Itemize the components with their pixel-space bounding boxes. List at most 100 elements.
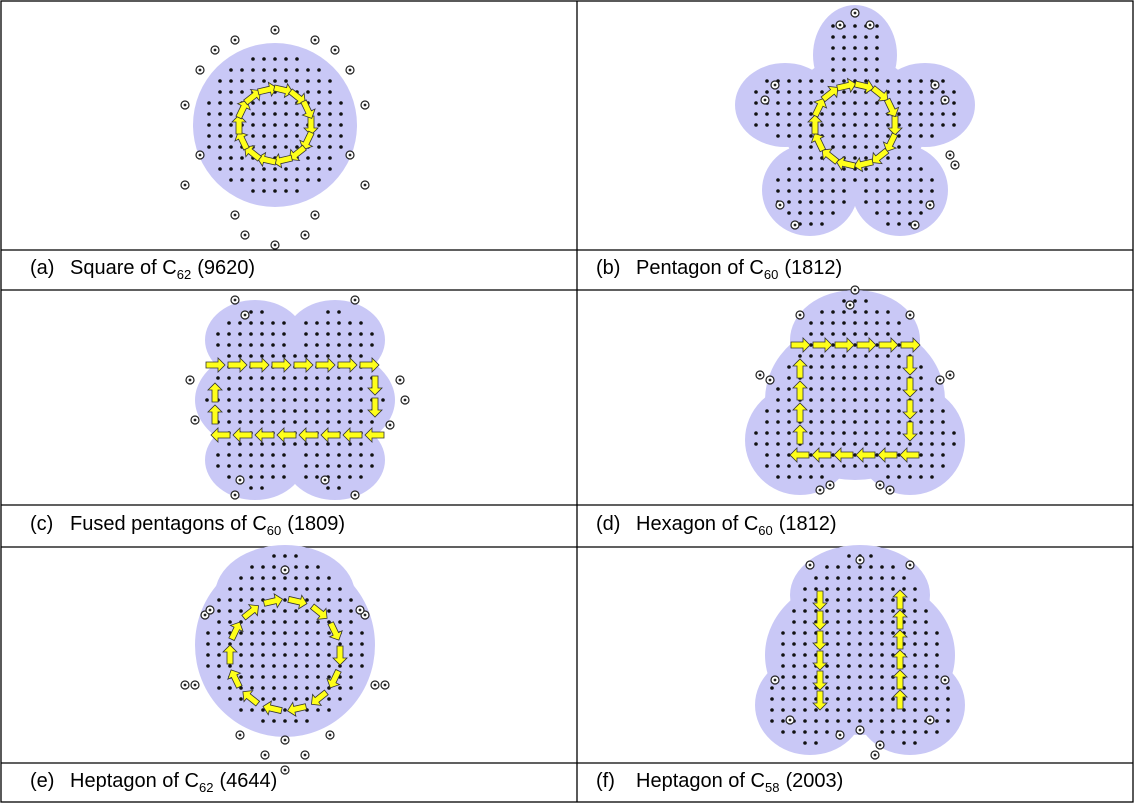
grid-dot — [282, 464, 286, 468]
caption-label: (c) — [30, 513, 70, 536]
grid-dot — [908, 189, 912, 193]
grid-dot — [261, 631, 265, 635]
grid-dot — [930, 464, 934, 468]
grid-dot — [897, 167, 901, 171]
grid-dot — [229, 79, 233, 83]
grid-dot — [370, 464, 374, 468]
grid-dot — [271, 343, 275, 347]
grid-dot — [825, 708, 829, 712]
grid-dot — [847, 587, 851, 591]
grid-dot — [908, 123, 912, 127]
grid-dot — [803, 741, 807, 745]
grid-dot — [207, 123, 211, 127]
grid-dot — [880, 631, 884, 635]
grid-dot — [295, 112, 299, 116]
grid-dot — [787, 79, 791, 83]
grid-dot — [206, 642, 210, 646]
grid-dot — [842, 57, 846, 61]
grid-dot — [792, 631, 796, 635]
grid-dot — [803, 631, 807, 635]
grid-dot — [891, 631, 895, 635]
atom-center — [764, 99, 767, 102]
grid-dot — [359, 321, 363, 325]
atom-center — [364, 184, 367, 187]
grid-dot — [869, 708, 873, 712]
grid-dot — [282, 398, 286, 402]
orbital-illustration — [181, 26, 369, 249]
grid-dot — [935, 664, 939, 668]
grid-dot — [891, 609, 895, 613]
grid-dot — [836, 576, 840, 580]
grid-dot — [260, 332, 264, 336]
atom-center — [829, 484, 832, 487]
grid-dot — [327, 631, 331, 635]
grid-dot — [239, 675, 243, 679]
grid-dot — [853, 376, 857, 380]
grid-dot — [260, 420, 264, 424]
atom-center — [794, 224, 797, 227]
grid-dot — [294, 609, 298, 613]
grid-dot — [886, 211, 890, 215]
grid-dot — [853, 101, 857, 105]
grid-dot — [935, 686, 939, 690]
grid-dot — [293, 354, 297, 358]
grid-dot — [919, 167, 923, 171]
grid-dot — [787, 112, 791, 116]
grid-dot — [218, 112, 222, 116]
grid-dot — [295, 79, 299, 83]
grid-dot — [305, 686, 309, 690]
caption: (a)Square of C62(9620) — [30, 257, 255, 282]
grid-dot — [326, 376, 330, 380]
grid-dot — [935, 730, 939, 734]
grid-dot — [227, 376, 231, 380]
grid-dot — [294, 554, 298, 558]
grid-dot — [908, 79, 912, 83]
grid-dot — [820, 123, 824, 127]
grid-dot — [262, 57, 266, 61]
grid-dot — [229, 145, 233, 149]
grid-dot — [941, 123, 945, 127]
grid-dot — [869, 576, 873, 580]
grid-dot — [809, 200, 813, 204]
grid-dot — [886, 134, 890, 138]
grid-dot — [348, 409, 352, 413]
atom-center — [284, 769, 287, 772]
grid-dot — [875, 387, 879, 391]
grid-dot — [913, 642, 917, 646]
grid-dot — [809, 156, 813, 160]
grid-dot — [272, 554, 276, 558]
atom-center — [839, 24, 842, 27]
grid-dot — [272, 653, 276, 657]
caption-text: Fused pentagons of C — [70, 513, 267, 535]
grid-dot — [359, 354, 363, 358]
grid-dot — [787, 398, 791, 402]
grid-dot — [295, 167, 299, 171]
grid-dot — [864, 178, 868, 182]
grid-dot — [792, 675, 796, 679]
atom-center — [244, 314, 247, 317]
grid-dot — [869, 565, 873, 569]
grid-dot — [317, 90, 321, 94]
grid-dot — [227, 398, 231, 402]
grid-dot — [847, 675, 851, 679]
grid-dot — [240, 156, 244, 160]
grid-dot — [831, 365, 835, 369]
grid-dot — [218, 90, 222, 94]
grid-dot — [825, 686, 829, 690]
grid-dot — [864, 332, 868, 336]
grid-dot — [250, 664, 254, 668]
grid-dot — [251, 68, 255, 72]
grid-dot — [239, 631, 243, 635]
grid-dot — [803, 708, 807, 712]
grid-dot — [853, 24, 857, 28]
grid-dot — [370, 343, 374, 347]
caption-subscript: 58 — [765, 780, 779, 795]
grid-dot — [316, 576, 320, 580]
grid-dot — [803, 620, 807, 624]
atom-center — [874, 754, 877, 757]
atom-center — [199, 154, 202, 157]
grid-dot — [836, 609, 840, 613]
grid-dot — [930, 453, 934, 457]
grid-dot — [348, 332, 352, 336]
grid-dot — [251, 178, 255, 182]
